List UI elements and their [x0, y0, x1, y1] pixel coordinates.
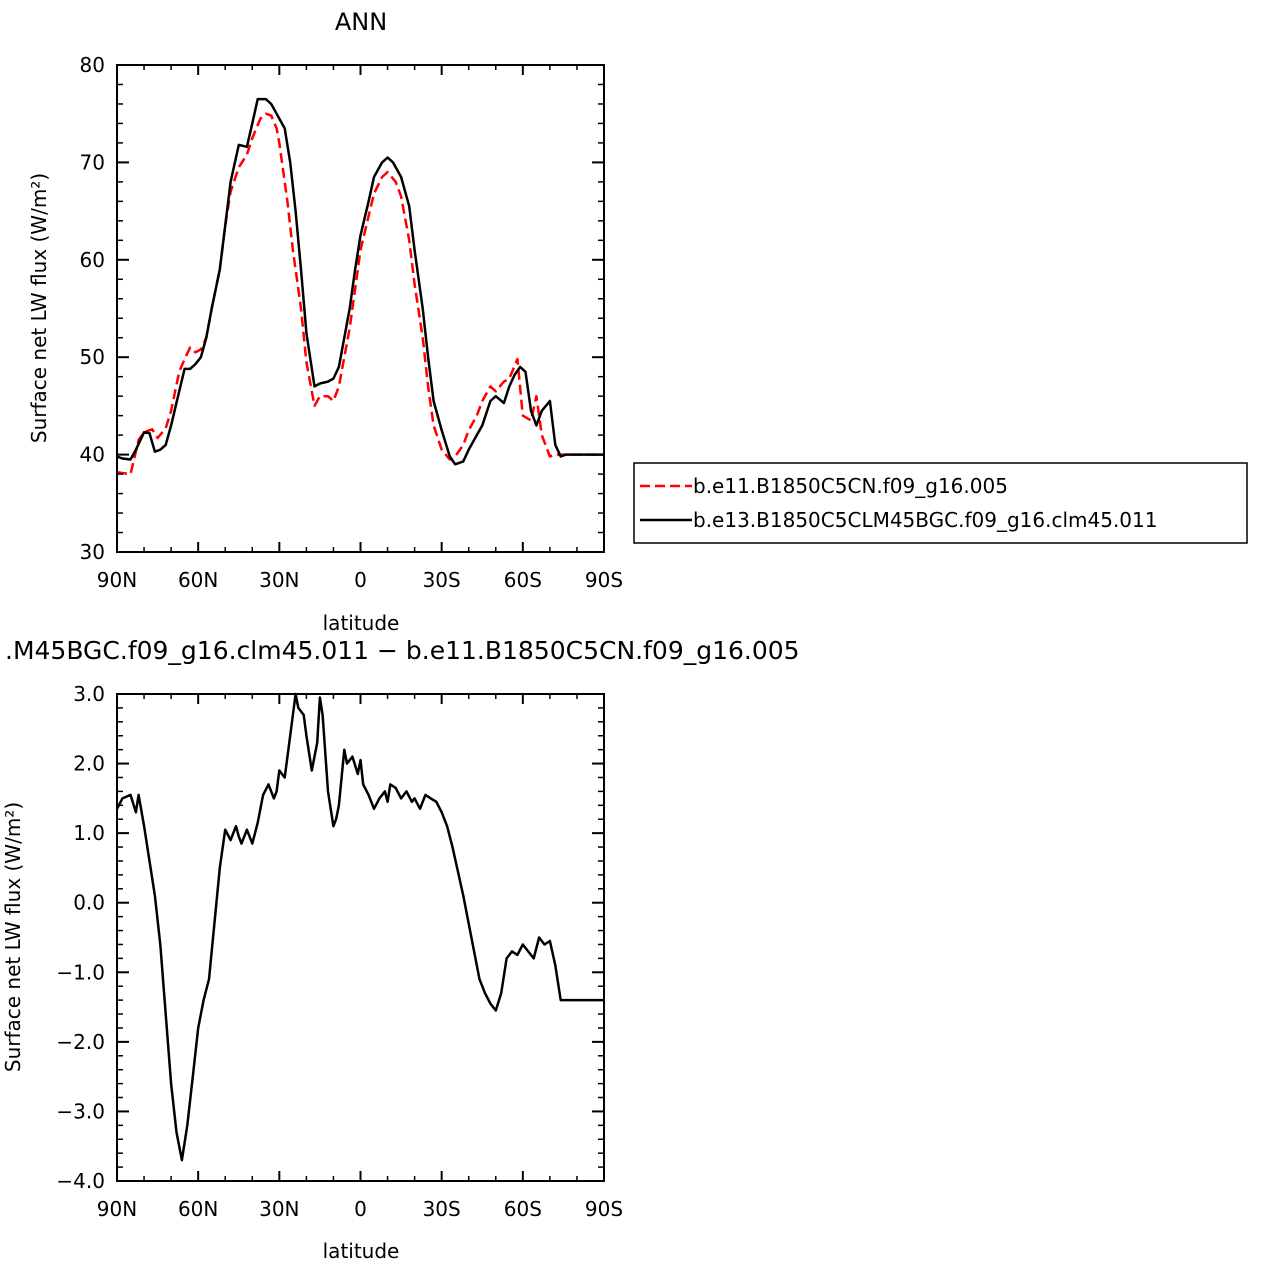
x-tick-label: 90N	[97, 1197, 137, 1221]
x-tick-label: 30N	[259, 1197, 299, 1221]
bottom-y-axis-label: Surface net LW flux (W/m²)	[1, 802, 25, 1072]
x-tick-label: 30S	[423, 1197, 461, 1221]
y-tick-label: −1.0	[56, 960, 105, 984]
bottom-panel: .M45BGC.f09_g16.clm45.011 − b.e11.B1850C…	[1, 636, 800, 1263]
x-tick-label: 90S	[585, 1197, 623, 1221]
x-tick-label: 30N	[259, 568, 299, 592]
x-tick-label: 60S	[504, 568, 542, 592]
y-tick-label: 70	[80, 150, 105, 174]
legend-box	[633, 462, 1248, 544]
y-tick-label: 3.0	[73, 682, 105, 706]
y-tick-label: 0.0	[73, 891, 105, 915]
x-tick-label: 90S	[585, 568, 623, 592]
x-tick-label: 60S	[504, 1197, 542, 1221]
y-tick-label: −4.0	[56, 1169, 105, 1193]
x-tick-label: 0	[354, 568, 367, 592]
legend-label-series-1: b.e11.B1850C5CN.f09_g16.005	[693, 474, 1008, 498]
top-x-axis-label: latitude	[323, 611, 400, 635]
y-tick-label: 50	[80, 345, 105, 369]
series-line-1	[116, 112, 604, 476]
x-tick-label: 30S	[423, 568, 461, 592]
legend: b.e11.B1850C5CN.f09_g16.005 b.e13.B1850C…	[633, 462, 1248, 544]
series-line-2	[116, 97, 604, 466]
bottom-x-axis-label: latitude	[323, 1239, 400, 1263]
y-tick-label: 1.0	[73, 821, 105, 845]
x-tick-label: 60N	[178, 568, 218, 592]
top-chart-title: ANN	[335, 8, 387, 36]
y-tick-label: −2.0	[56, 1030, 105, 1054]
y-tick-label: 40	[80, 443, 105, 467]
series-line-1	[115, 692, 604, 1162]
y-tick-label: −3.0	[56, 1099, 105, 1123]
x-tick-label: 60N	[178, 1197, 218, 1221]
top-y-axis-label: Surface net LW flux (W/m²)	[27, 173, 51, 443]
top-plot-frame	[116, 64, 605, 553]
x-tick-label: 90N	[97, 568, 137, 592]
legend-label-series-2: b.e13.B1850C5CLM45BGC.f09_g16.clm45.011	[693, 508, 1157, 532]
bottom-chart-title: .M45BGC.f09_g16.clm45.011 − b.e11.B1850C…	[5, 636, 800, 665]
y-tick-label: 80	[80, 53, 105, 77]
x-tick-label: 0	[354, 1197, 367, 1221]
top-panel: ANN 90N 60N 30N 0 30S 60S 90S 30 40 50 60 70 80 lati…	[27, 8, 623, 635]
y-tick-label: 30	[80, 540, 105, 564]
y-tick-label: 2.0	[73, 752, 105, 776]
y-tick-label: 60	[80, 248, 105, 272]
